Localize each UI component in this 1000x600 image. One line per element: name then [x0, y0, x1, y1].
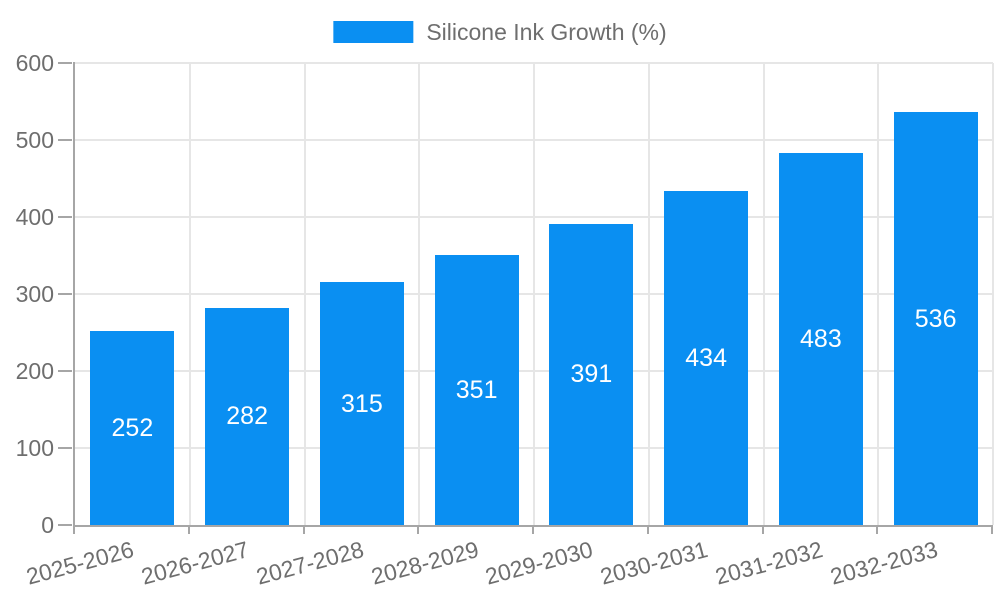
- legend-item[interactable]: Silicone Ink Growth (%): [333, 18, 667, 46]
- x-axis-tick: [876, 525, 879, 534]
- gridline-vertical: [188, 63, 191, 525]
- gridline-vertical: [762, 63, 765, 525]
- y-tick-label: 0: [41, 512, 54, 538]
- y-axis-tick: [58, 216, 72, 218]
- x-axis-tick: [532, 525, 534, 534]
- bar-value-label: 483: [800, 325, 842, 354]
- x-axis-tick: [646, 525, 649, 534]
- legend-label: Silicone Ink Growth (%): [426, 19, 667, 45]
- bar[interactable]: 434: [664, 190, 749, 525]
- bar-value-label: 282: [226, 402, 268, 431]
- y-axis-line: [73, 62, 75, 525]
- y-axis-tick: [58, 524, 72, 526]
- y-axis-tick: [58, 62, 72, 64]
- bar-value-label: 536: [914, 304, 957, 333]
- bar[interactable]: 536: [893, 112, 978, 525]
- y-tick-label: 100: [15, 435, 54, 461]
- y-axis-tick: [58, 447, 72, 449]
- y-tick-label: 300: [15, 281, 54, 307]
- bar[interactable]: 351: [434, 254, 519, 525]
- gridline-vertical: [303, 63, 306, 525]
- gridline-vertical: [647, 63, 650, 525]
- gridline-vertical: [992, 63, 994, 525]
- legend-swatch: [333, 21, 414, 43]
- y-tick-label: 500: [15, 127, 54, 153]
- gridline-vertical: [418, 63, 421, 525]
- gridline-vertical: [533, 63, 535, 525]
- bar-value-label: 351: [455, 375, 498, 404]
- y-tick-label: 400: [15, 204, 54, 230]
- bar-value-label: 315: [341, 389, 383, 418]
- bar-value-label: 252: [111, 413, 154, 442]
- bar[interactable]: 315: [319, 282, 404, 525]
- y-axis-tick: [58, 139, 72, 141]
- y-tick-label: 200: [15, 358, 54, 384]
- bar[interactable]: 391: [549, 223, 634, 525]
- bar-value-label: 391: [570, 360, 613, 389]
- y-axis-tick: [58, 293, 72, 295]
- bar-value-label: 434: [685, 343, 727, 372]
- bar[interactable]: 282: [205, 307, 290, 525]
- x-axis-tick: [417, 525, 420, 534]
- x-axis-tick: [991, 525, 993, 534]
- bar[interactable]: 252: [90, 330, 175, 525]
- x-axis-tick: [761, 525, 764, 534]
- gridline-vertical: [877, 63, 880, 525]
- bar[interactable]: 483: [778, 153, 863, 525]
- x-axis-tick: [187, 525, 190, 534]
- x-axis-tick: [73, 525, 75, 534]
- x-axis-line: [73, 525, 993, 527]
- y-tick-label: 600: [15, 50, 54, 76]
- y-axis-tick: [58, 370, 72, 372]
- x-axis-tick: [302, 525, 305, 534]
